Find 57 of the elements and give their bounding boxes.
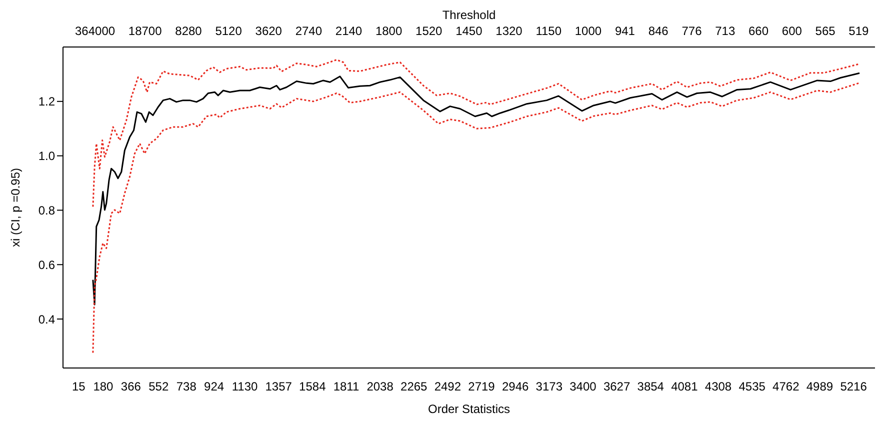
text: 660 <box>748 24 769 38</box>
x-tick-label: 2038 <box>366 380 394 394</box>
text: 1800 <box>375 24 402 38</box>
x-tick-label: 3173 <box>536 380 563 394</box>
y-tick-label: 0.8 <box>38 203 56 218</box>
text: 565 <box>815 24 836 38</box>
line-series <box>92 59 860 208</box>
x-tick-label: 3400 <box>570 380 597 394</box>
text: 1150 <box>536 24 562 38</box>
x-tick-label: 2719 <box>468 380 496 394</box>
text: 1320 <box>496 24 522 38</box>
y-tick-label: 0.6 <box>38 258 56 272</box>
x-tick-label: 1130 <box>232 380 258 394</box>
y-tick-label: 1.0 <box>38 149 56 164</box>
x-tick-label: 924 <box>204 380 224 394</box>
x-tick-label: 1811 <box>333 380 360 394</box>
x-tick-label: 552 <box>148 380 169 394</box>
line-series <box>92 82 860 354</box>
x-tick-label: 4989 <box>806 380 834 394</box>
x-tick-label: 4308 <box>704 380 732 394</box>
text: Threshold <box>442 8 496 22</box>
text: 3620 <box>255 24 282 38</box>
x-tick-label: 2265 <box>400 380 428 394</box>
x-tick-label: 180 <box>93 380 114 394</box>
x-tick-label: 3854 <box>637 380 664 394</box>
text: 5120 <box>215 24 242 38</box>
text: 519 <box>848 24 869 38</box>
text: 2740 <box>295 24 322 38</box>
x-tick-label: 4081 <box>671 380 698 394</box>
text: 18700 <box>128 24 162 38</box>
x-tick-label: 4535 <box>738 380 766 394</box>
x-tick-label: 5216 <box>840 380 868 394</box>
x-tick-label: 366 <box>120 380 142 394</box>
text: 1450 <box>456 24 482 38</box>
y-tick-label: 0.4 <box>38 312 56 326</box>
x-tick-label: 738 <box>176 380 197 394</box>
x-tick-label: 1357 <box>265 380 292 394</box>
x-axis-title: Order Statistics <box>428 402 510 416</box>
text: 1000 <box>574 24 602 38</box>
x-tick-label: 4762 <box>772 380 800 394</box>
text: 364000 <box>75 24 116 38</box>
text: 846 <box>648 24 668 38</box>
line-series <box>92 72 860 306</box>
text: 600 <box>782 24 802 38</box>
x-tick-label: 2946 <box>502 380 530 394</box>
x-tick-label: 1584 <box>299 380 326 394</box>
text: 8280 <box>175 24 202 38</box>
x-tick-label: 3627 <box>603 380 630 394</box>
y-axis-title: xi (CI, p =0.95) <box>8 168 22 248</box>
x-tick-label: 15 <box>72 380 86 394</box>
x-tick-label: 2492 <box>434 380 462 394</box>
text: 941 <box>614 24 635 38</box>
text: 1520 <box>416 24 442 38</box>
y-tick-label: 1.2 <box>38 94 56 109</box>
text: 2140 <box>335 24 362 38</box>
text: 776 <box>682 24 702 38</box>
text: 713 <box>715 24 736 38</box>
